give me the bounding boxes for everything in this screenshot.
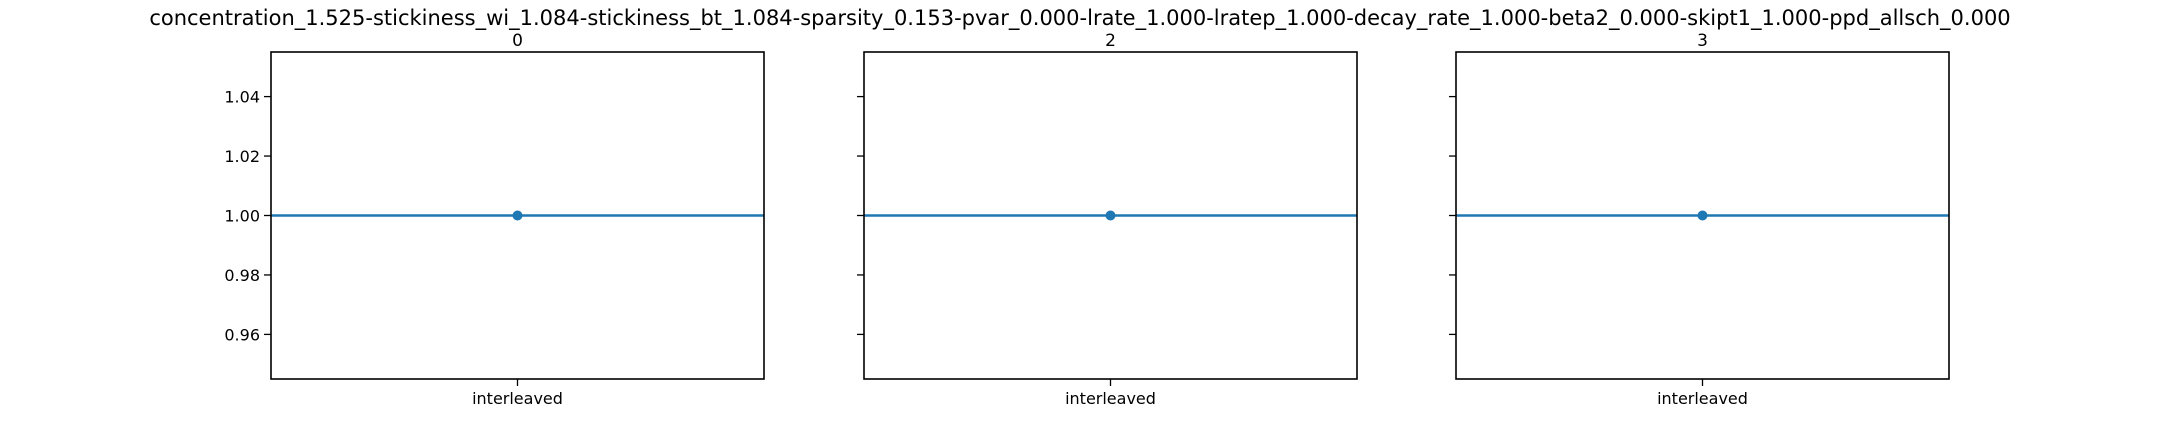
subplot-1: 2 interleaved — [857, 31, 1358, 408]
data-point — [1697, 210, 1708, 221]
y-tick-label: 0.98 — [224, 266, 260, 285]
axes-frame — [1455, 51, 1950, 380]
x-tick-label: interleaved — [472, 389, 563, 408]
subplot-0: 0 0.96 0.98 1.00 1.02 1.04 interleaved — [224, 31, 765, 408]
y-tick-label: 1.02 — [224, 147, 260, 166]
subplot-panels: 0 0.96 0.98 1.00 1.02 1.04 interleaved 2 interle… — [224, 31, 1950, 408]
x-tick-label: interleaved — [1065, 389, 1156, 408]
subplot-2: 3 interleaved — [1449, 31, 1950, 408]
y-tick-label: 0.96 — [224, 325, 260, 344]
figure-title: concentration_1.525-stickiness_wi_1.084-… — [149, 6, 2010, 31]
axes-frame — [270, 51, 765, 380]
x-tick-label: interleaved — [1657, 389, 1748, 408]
y-tick-label: 1.04 — [224, 88, 260, 107]
axes-frame — [863, 51, 1358, 380]
subplot-title: 2 — [1105, 31, 1116, 51]
subplot-title: 0 — [512, 31, 523, 51]
data-point — [1105, 210, 1116, 221]
subplot-title: 3 — [1697, 31, 1708, 51]
data-point — [512, 210, 523, 221]
y-tick-label: 1.00 — [224, 207, 260, 226]
